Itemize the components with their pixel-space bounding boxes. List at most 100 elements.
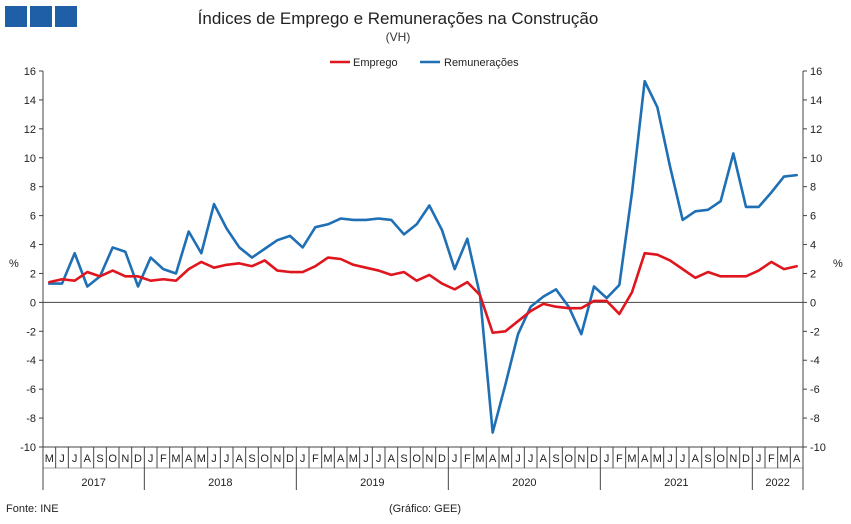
series-line-remuneracoes [48, 79, 798, 434]
y-tick-label-left: 2 [30, 268, 36, 280]
x-year-label: 2022 [765, 477, 789, 489]
x-month-label: S [704, 453, 711, 465]
chart-subtitle: (VH) [386, 30, 411, 44]
x-month-label: J [148, 453, 154, 465]
x-month-label: J [756, 453, 762, 465]
x-month-label: D [438, 453, 446, 465]
x-year-label: 2021 [664, 477, 688, 489]
x-month-label: A [185, 453, 193, 465]
y-tick-label-right: 12 [810, 124, 822, 136]
y-tick-label-left: -10 [20, 442, 36, 454]
x-month-label: O [108, 453, 117, 465]
y-tick-label-right: 10 [810, 153, 822, 165]
y-tick-label-left: 6 [30, 211, 36, 223]
y-tick-label-left: 10 [24, 153, 36, 165]
x-month-label: N [273, 453, 281, 465]
x-month-label: J [363, 453, 369, 465]
y-tick-label-left: -8 [26, 413, 36, 425]
x-month-label: J [211, 453, 217, 465]
y-tick-label-right: -8 [810, 413, 820, 425]
x-month-label: J [376, 453, 382, 465]
x-month-label: F [160, 453, 167, 465]
x-month-label: N [729, 453, 737, 465]
x-month-label: M [197, 453, 206, 465]
y-tick-label-right: 8 [810, 182, 816, 194]
x-month-label: D [134, 453, 142, 465]
y-tick-label-right: 14 [810, 95, 822, 107]
y-tick-label-right: -10 [810, 442, 826, 454]
x-month-label: J [452, 453, 458, 465]
x-month-label: S [400, 453, 407, 465]
x-month-label: J [667, 453, 673, 465]
y-tick-label-left: -4 [26, 355, 36, 367]
x-month-label: J [528, 453, 534, 465]
x-month-label: M [349, 453, 358, 465]
x-month-label: F [464, 453, 471, 465]
y-tick-label-left: -6 [26, 384, 36, 396]
x-month-label: A [641, 453, 649, 465]
x-month-label: M [475, 453, 484, 465]
source-note: Fonte: INE [6, 503, 59, 515]
x-month-label: M [779, 453, 788, 465]
x-month-label: S [552, 453, 559, 465]
logo [5, 6, 77, 27]
y-tick-label-left: -2 [26, 326, 36, 338]
x-month-label: A [84, 453, 92, 465]
axes: -10 -10 -8 -8 -6 -6 -4 -4 -2 -2 0 0 2 2 4 4 6 6 8 8 10 10 12 12… [20, 66, 826, 490]
x-month-label: A [692, 453, 700, 465]
x-month-label: F [312, 453, 319, 465]
x-month-label: F [768, 453, 775, 465]
logo-square-1 [5, 6, 27, 27]
x-month-label: M [653, 453, 662, 465]
x-month-label: O [564, 453, 573, 465]
x-month-label: M [171, 453, 180, 465]
x-month-label: J [72, 453, 78, 465]
x-month-label: A [793, 453, 801, 465]
x-month-label: D [590, 453, 598, 465]
y-tick-label-right: 2 [810, 268, 816, 280]
x-year-label: 2019 [360, 477, 384, 489]
y-tick-label-right: -4 [810, 355, 820, 367]
x-month-label: J [604, 453, 610, 465]
x-month-label: J [59, 453, 65, 465]
x-month-label: M [627, 453, 636, 465]
legend-label-emprego: Emprego [353, 57, 398, 69]
chart-title: Índices de Emprego e Remunerações na Con… [198, 9, 599, 28]
logo-square-2 [30, 6, 52, 27]
y-tick-label-right: 6 [810, 211, 816, 223]
y-tick-label-left: 14 [24, 95, 36, 107]
x-month-label: J [680, 453, 686, 465]
x-month-label: J [300, 453, 306, 465]
y-tick-label-left: 12 [24, 124, 36, 136]
x-month-label: N [425, 453, 433, 465]
x-month-label: J [515, 453, 521, 465]
x-year-label: 2018 [208, 477, 232, 489]
x-month-label: A [489, 453, 497, 465]
y-tick-label-right: -6 [810, 384, 820, 396]
x-month-label: M [323, 453, 332, 465]
legend: Emprego Remunerações [330, 57, 519, 69]
y-tick-label-left: 4 [30, 240, 36, 252]
x-month-label: M [45, 453, 54, 465]
series-line-emprego [48, 251, 798, 335]
x-month-label: O [260, 453, 269, 465]
y-tick-label-left: 0 [30, 297, 36, 309]
x-month-label: O [412, 453, 421, 465]
x-year-label: 2020 [512, 477, 536, 489]
logo-square-3 [55, 6, 77, 27]
x-month-label: S [248, 453, 255, 465]
y-tick-label-right: -2 [810, 326, 820, 338]
y-tick-label-left: 8 [30, 182, 36, 194]
x-month-label: D [742, 453, 750, 465]
x-month-label: D [286, 453, 294, 465]
x-month-label: A [337, 453, 345, 465]
x-month-label: N [577, 453, 585, 465]
credit-note: (Gráfico: GEE) [389, 503, 461, 515]
y-axis-label-left: % [9, 258, 19, 270]
y-tick-label-right: 4 [810, 240, 816, 252]
y-tick-label-right: 16 [810, 66, 822, 78]
x-month-label: S [96, 453, 103, 465]
x-month-label: N [121, 453, 129, 465]
x-month-label: M [501, 453, 510, 465]
series-layer [48, 79, 798, 434]
